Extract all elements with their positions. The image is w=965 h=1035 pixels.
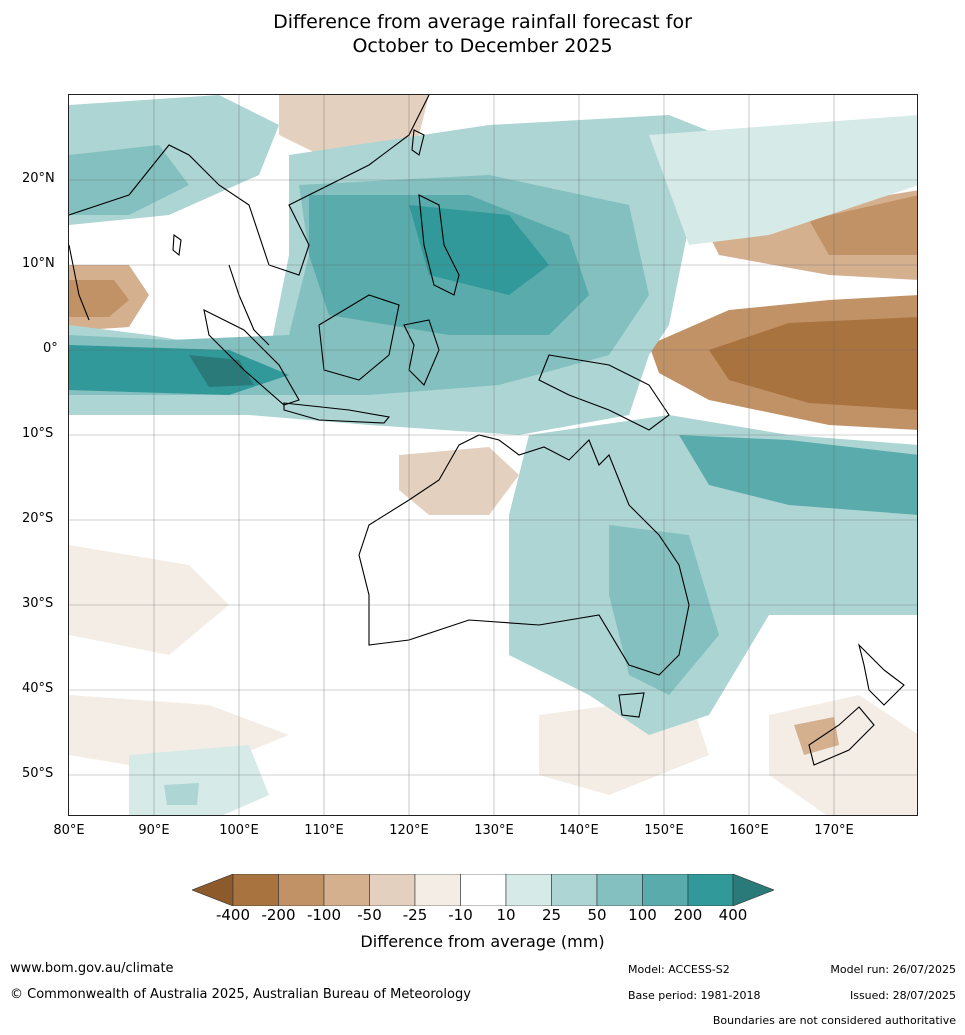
- new-zealand-dry-core: [794, 717, 839, 755]
- legend-swatch-9: [596, 874, 643, 906]
- lon-label-110e: 110°E: [304, 823, 344, 838]
- south-pacific-wet-core: [679, 435, 917, 515]
- lat-label-50s: 50°S: [22, 766, 54, 781]
- taiwan-coastline: [411, 129, 425, 156]
- legend-tick: -200: [261, 906, 296, 924]
- legend-swatch-11: [687, 874, 734, 906]
- lon-label-170e: 170°E: [814, 823, 854, 838]
- sulawesi-coastline: [403, 319, 440, 386]
- rainfall-map: [68, 94, 918, 816]
- legend-swatch-7: [505, 874, 552, 906]
- legend-swatch-0: [192, 874, 234, 906]
- legend-swatch-2: [278, 874, 325, 906]
- india-coastline: [69, 244, 90, 321]
- issued-date: Issued: 28/07/2025: [849, 989, 956, 1002]
- legend-tick: 400: [718, 906, 748, 924]
- legend-swatch-8: [551, 874, 598, 906]
- philippine-sea-wet-peak: [409, 205, 549, 295]
- legend-tick: -50: [357, 906, 382, 924]
- map-canvas: [69, 95, 917, 815]
- lat-label-20s: 20°S: [22, 511, 54, 526]
- model-name: Model: ACCESS-S2: [628, 963, 730, 976]
- lon-label-130e: 130°E: [474, 823, 514, 838]
- sumatra-coastline: [203, 309, 300, 406]
- lon-label-160e: 160°E: [729, 823, 769, 838]
- lon-label-90e: 90°E: [138, 823, 170, 838]
- lat-label-40s: 40°S: [22, 681, 54, 696]
- legend-swatch-4: [369, 874, 416, 906]
- legend-swatch-1: [232, 874, 279, 906]
- lon-label-120e: 120°E: [389, 823, 429, 838]
- legend-tick: 10: [496, 906, 516, 924]
- base-period: Base period: 1981-2018: [628, 989, 761, 1002]
- legend-tick: 25: [541, 906, 562, 924]
- far-south-wet-core: [164, 783, 199, 805]
- legend-colorbar: [192, 874, 774, 906]
- lat-label-10s: 10°S: [22, 426, 54, 441]
- new-zealand-north-island: [857, 643, 905, 706]
- timor-sea-dry: [399, 447, 519, 515]
- new-guinea-coastline: [538, 354, 670, 431]
- legend-tick: 100: [628, 906, 657, 924]
- legend-tick: -100: [306, 906, 342, 924]
- copyright-text: © Commonwealth of Australia 2025, Austra…: [10, 987, 471, 1002]
- lon-label-150e: 150°E: [644, 823, 684, 838]
- coastlines: [69, 95, 905, 766]
- map-title: Difference from average rainfall forecas…: [0, 10, 965, 58]
- dry-anomaly-layer: [69, 95, 917, 815]
- lat-label-10n: 10°N: [22, 256, 55, 271]
- lat-label-30s: 30°S: [22, 596, 54, 611]
- gridlines: [69, 95, 917, 815]
- boundaries-disclaimer: Boundaries are not considered authoritat…: [712, 1014, 956, 1027]
- equatorial-pacific-dry-core: [709, 317, 917, 410]
- australia-coastline: [358, 434, 690, 676]
- java-coastline: [283, 402, 391, 424]
- tasmania-coastline: [618, 692, 645, 718]
- legend-swatch-5: [414, 874, 461, 906]
- new-zealand-dry: [769, 695, 917, 815]
- far-south-wet: [129, 745, 269, 815]
- title-line-1: Difference from average rainfall forecas…: [273, 11, 692, 33]
- legend-tick: -25: [402, 906, 428, 924]
- website-link[interactable]: www.bom.gov.au/climate: [10, 961, 174, 976]
- lon-label-100e: 100°E: [219, 823, 259, 838]
- southern-ocean-dry-1: [69, 545, 229, 655]
- legend-swatch-12: [732, 874, 774, 906]
- legend-swatch-3: [323, 874, 370, 906]
- lat-label-20n: 20°N: [22, 171, 55, 186]
- philippines-coastline: [418, 194, 460, 296]
- legend-tick: -10: [448, 906, 473, 924]
- lat-label-0: 0°: [43, 341, 58, 356]
- legend-title: Difference from average (mm): [360, 932, 605, 951]
- malay-peninsula-coastline: [228, 264, 270, 346]
- sri-lanka-coastline: [172, 233, 182, 257]
- new-zealand-south-island: [808, 706, 875, 766]
- lon-label-140e: 140°E: [559, 823, 599, 838]
- legend-swatch-10: [642, 874, 689, 906]
- model-run-date: Model run: 26/07/2025: [830, 963, 956, 976]
- north-pacific-dry-core: [809, 195, 917, 255]
- asia-mainland-coastline: [69, 95, 430, 276]
- legend-tick: 200: [673, 906, 703, 924]
- title-line-2: October to December 2025: [352, 35, 613, 57]
- legend-swatch-6: [460, 874, 507, 906]
- legend-tick: -400: [215, 906, 251, 924]
- legend-tick: 50: [587, 906, 607, 924]
- lon-label-80e: 80°E: [53, 823, 85, 838]
